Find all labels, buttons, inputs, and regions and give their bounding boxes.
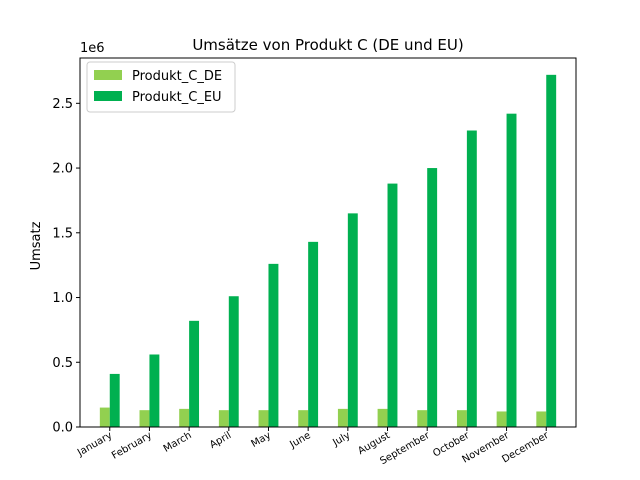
x-tick-label: June (287, 430, 312, 451)
y-tick-label: 1.0 (52, 291, 73, 306)
bar-Produkt_C_EU-January (109, 373, 120, 427)
legend-label-Produkt_C_EU: Produkt_C_EU (132, 90, 222, 105)
y-tick-label: 2.0 (52, 162, 73, 177)
bar-Produkt_C_DE-October (456, 410, 467, 427)
bar-Produkt_C_DE-April (218, 410, 229, 427)
x-tick-label: July (330, 430, 352, 449)
legend-label-Produkt_C_DE: Produkt_C_DE (132, 69, 222, 84)
legend-swatch-Produkt_C_EU (94, 91, 122, 101)
bar-Produkt_C_DE-March (179, 408, 190, 427)
x-tick-label: May (250, 430, 273, 450)
chart-title: Umsätze von Produkt C (DE und EU) (192, 36, 463, 54)
y-tick-label: 2.5 (52, 97, 73, 112)
x-tick-label: January (75, 430, 114, 459)
x-tick-label: March (162, 430, 194, 455)
bar-Produkt_C_DE-November (496, 411, 507, 427)
bar-Produkt_C_DE-June (298, 410, 309, 427)
y-tick-label: 0.5 (52, 356, 73, 371)
bar-Produkt_C_EU-August (387, 183, 398, 427)
bar-Produkt_C_EU-November (506, 113, 517, 428)
plot-frame (79, 57, 577, 428)
bar-Produkt_C_EU-July (347, 213, 358, 427)
bar-Produkt_C_DE-May (258, 410, 269, 427)
bar-Produkt_C_DE-September (417, 410, 428, 427)
y-tick-label: 0.0 (52, 421, 73, 436)
y-tick-label: 1.5 (52, 226, 73, 241)
x-tick-label: April (208, 430, 233, 451)
bar-Produkt_C_EU-June (308, 241, 319, 427)
bar-Produkt_C_EU-October (466, 130, 477, 428)
legend-box (86, 61, 236, 113)
legend-swatch-Produkt_C_DE (94, 70, 122, 80)
x-tick-label: February (110, 430, 154, 462)
bar-Produkt_C_EU-April (228, 296, 239, 427)
y-multiplier-label: 1e6 (80, 41, 105, 56)
bar-Produkt_C_EU-May (268, 263, 279, 427)
y-axis-label: Umsatz (29, 221, 44, 270)
bar-Produkt_C_DE-December (536, 411, 547, 427)
bar-Produkt_C_DE-July (337, 408, 348, 427)
y-axis-ticks: 0.0 0.5 1.0 1.5 2.0 2.5 (52, 97, 80, 436)
bar-Produkt_C_DE-February (139, 410, 150, 427)
bar-Produkt_C_EU-March (189, 320, 200, 427)
bar-Produkt_C_EU-February (149, 354, 160, 427)
bar-Produkt_C_EU-September (427, 168, 438, 428)
bar-Produkt_C_EU-December (546, 74, 557, 428)
bar-Produkt_C_DE-August (377, 408, 388, 427)
bars-group (99, 74, 557, 428)
legend: Produkt_C_DE Produkt_C_EU (86, 61, 236, 113)
bar-Produkt_C_DE-January (99, 407, 110, 427)
